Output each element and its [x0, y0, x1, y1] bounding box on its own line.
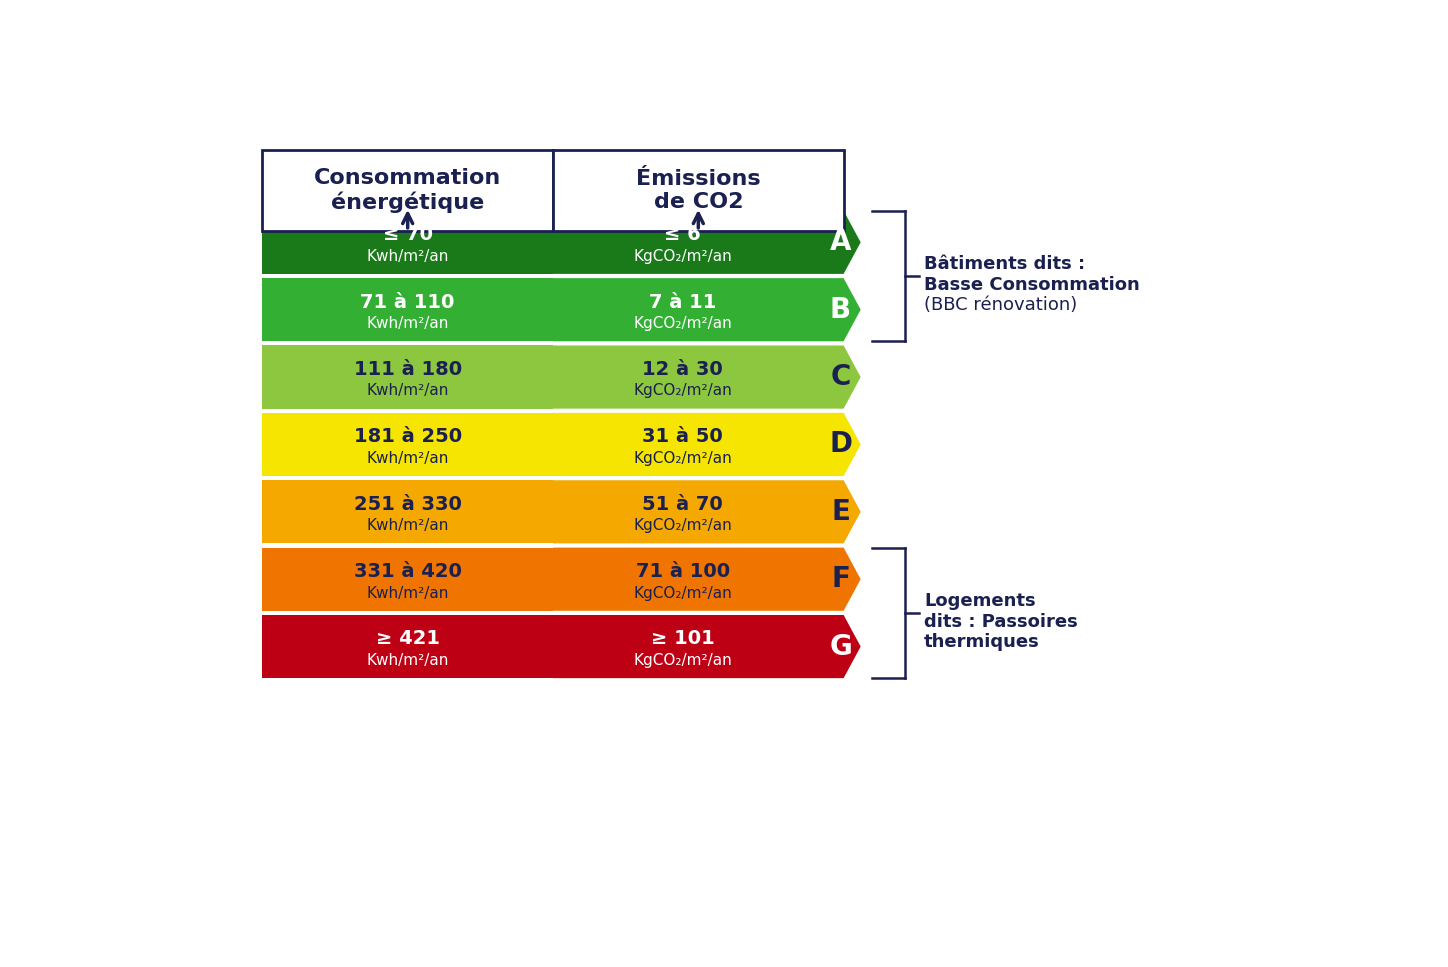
- Text: Kwh/m²/an: Kwh/m²/an: [366, 249, 449, 264]
- Text: F: F: [831, 565, 850, 593]
- Polygon shape: [553, 413, 860, 476]
- Text: 331 à 420: 331 à 420: [353, 562, 462, 581]
- Text: Kwh/m²/an: Kwh/m²/an: [366, 586, 449, 601]
- Text: 181 à 250: 181 à 250: [353, 427, 462, 447]
- Text: KgCO₂/m²/an: KgCO₂/m²/an: [633, 451, 733, 466]
- Text: Kwh/m²/an: Kwh/m²/an: [366, 653, 449, 668]
- Text: Logements: Logements: [924, 593, 1035, 610]
- Text: B: B: [830, 296, 851, 324]
- Text: A: A: [830, 228, 851, 256]
- Text: Basse Consommation: Basse Consommation: [924, 277, 1140, 294]
- Text: ≥ 101: ≥ 101: [652, 630, 715, 649]
- Text: Kwh/m²/an: Kwh/m²/an: [366, 316, 449, 331]
- Text: KgCO₂/m²/an: KgCO₂/m²/an: [633, 653, 733, 668]
- Polygon shape: [553, 481, 860, 543]
- Text: 71 à 100: 71 à 100: [636, 562, 730, 581]
- Polygon shape: [553, 211, 860, 274]
- Polygon shape: [553, 278, 860, 341]
- Polygon shape: [553, 615, 860, 678]
- Bar: [262, 547, 553, 611]
- Text: Kwh/m²/an: Kwh/m²/an: [366, 518, 449, 533]
- Text: 71 à 110: 71 à 110: [361, 293, 455, 311]
- Text: dits : Passoires: dits : Passoires: [924, 613, 1077, 631]
- Text: Kwh/m²/an: Kwh/m²/an: [366, 384, 449, 398]
- Text: KgCO₂/m²/an: KgCO₂/m²/an: [633, 586, 733, 601]
- Text: 251 à 330: 251 à 330: [353, 495, 462, 513]
- Text: Bâtiments dits :: Bâtiments dits :: [924, 255, 1086, 274]
- Bar: [262, 413, 553, 476]
- Text: Kwh/m²/an: Kwh/m²/an: [366, 451, 449, 466]
- Text: ≤ 6: ≤ 6: [665, 225, 701, 245]
- Text: Consommation
énergétique: Consommation énergétique: [314, 168, 501, 213]
- Bar: [262, 211, 553, 274]
- Text: KgCO₂/m²/an: KgCO₂/m²/an: [633, 384, 733, 398]
- Text: D: D: [830, 430, 851, 458]
- Polygon shape: [553, 547, 860, 611]
- Text: KgCO₂/m²/an: KgCO₂/m²/an: [633, 518, 733, 533]
- Text: 111 à 180: 111 à 180: [353, 360, 462, 379]
- Bar: [262, 615, 553, 678]
- Text: (BBC rénovation): (BBC rénovation): [924, 296, 1077, 314]
- Bar: [262, 481, 553, 543]
- Text: 7 à 11: 7 à 11: [649, 293, 717, 311]
- Text: thermiques: thermiques: [924, 633, 1040, 651]
- Bar: [262, 150, 553, 231]
- Text: E: E: [831, 498, 850, 526]
- Text: 12 à 30: 12 à 30: [643, 360, 723, 379]
- Text: KgCO₂/m²/an: KgCO₂/m²/an: [633, 316, 733, 331]
- Text: ≥ 421: ≥ 421: [375, 630, 440, 649]
- Text: KgCO₂/m²/an: KgCO₂/m²/an: [633, 249, 733, 264]
- Bar: [262, 345, 553, 409]
- Text: ≤ 70: ≤ 70: [382, 225, 433, 245]
- Text: 51 à 70: 51 à 70: [643, 495, 723, 513]
- Polygon shape: [553, 345, 860, 409]
- Text: 31 à 50: 31 à 50: [643, 427, 723, 447]
- Bar: [262, 278, 553, 341]
- Text: G: G: [830, 632, 851, 660]
- Text: C: C: [830, 363, 851, 391]
- Bar: [553, 150, 844, 231]
- Text: Émissions
de CO2: Émissions de CO2: [636, 169, 760, 212]
